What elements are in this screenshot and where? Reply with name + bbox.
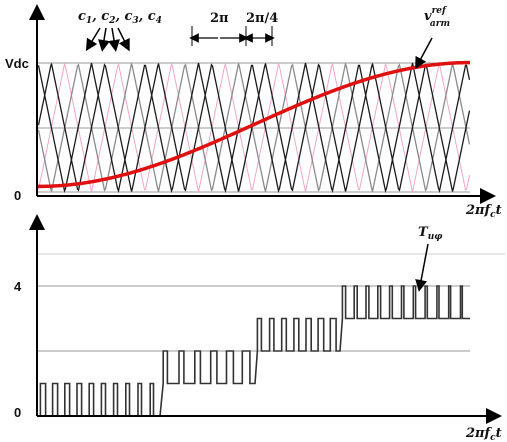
carrier-label: c1, c2, c3, c4	[78, 9, 162, 26]
carrier-arrow-2	[98, 27, 110, 52]
carrier-c4	[37, 63, 471, 192]
bottom-y-tick-4: 4	[14, 279, 22, 294]
carrier-triangles	[37, 62, 471, 193]
reference-arrow	[415, 37, 433, 70]
signal-label: Tuφ	[418, 225, 443, 242]
bottom-y-tick-0: 0	[14, 405, 21, 420]
bottom-panel: 4 0 2πfct Tuφ	[14, 214, 505, 442]
carrier-c3	[37, 62, 471, 193]
signal-arrow	[415, 243, 429, 292]
carrier-arrow-1	[85, 27, 101, 52]
carrier-c1	[38, 62, 470, 193]
top-y-tick-vdc: Vdc	[5, 56, 29, 71]
carrier-arrow-3	[108, 27, 120, 52]
carrier-arrow-4	[117, 27, 130, 52]
top-x-axis-label: 2πfct	[465, 203, 502, 220]
shift-label: 2π/4	[246, 11, 278, 26]
top-y-tick-zero: 0	[14, 188, 21, 203]
pwm-signal-line	[38, 285, 470, 417]
reference-label: vref arm	[424, 6, 450, 29]
top-panel: Vdc 0 2πfct c1, c2, c3, c4 2π 2π/4 vref a…	[5, 4, 502, 220]
reference-curve	[38, 60, 470, 189]
period-label: 2π	[210, 11, 229, 26]
bottom-x-axis-label: 2πfct	[465, 426, 502, 442]
